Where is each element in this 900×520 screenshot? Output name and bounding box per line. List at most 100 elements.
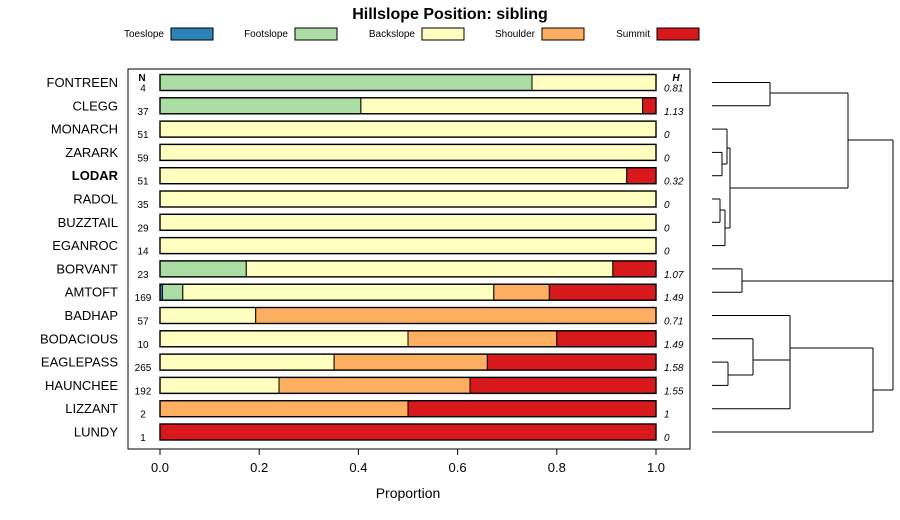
- category-label-badhap: BADHAP: [65, 308, 118, 323]
- h-label-eganroc: 0: [664, 247, 670, 258]
- n-column-header: N: [138, 73, 145, 84]
- h-label-amtoft: 1.49: [664, 293, 684, 304]
- bar-bodacious-summit: [556, 330, 657, 348]
- bar-eaglepass-summit: [486, 353, 657, 371]
- n-label-badhap: 57: [137, 317, 149, 328]
- legend-label-backslope: Backslope: [369, 29, 416, 40]
- bar-outline-monarch: [159, 120, 657, 138]
- h-label-lodar: 0.32: [664, 177, 684, 188]
- x-tick-label-0-6: 0.6: [449, 460, 467, 475]
- bar-outline-badhap: [159, 306, 657, 325]
- n-label-clegg: 37: [137, 107, 149, 118]
- bar-lizzant-shoulder: [159, 400, 409, 418]
- n-label-lundy: 1: [140, 433, 146, 444]
- bar-borvant-footslope: [159, 260, 247, 278]
- n-label-zarark: 59: [137, 153, 149, 164]
- n-label-bodacious: 10: [137, 340, 149, 351]
- bar-buzztail-backslope: [159, 213, 657, 231]
- category-label-lundy: LUNDY: [74, 425, 118, 440]
- labels-layer: FONTREEN 4 0.81 CLEGG 37 1.13 MONARCH 51 0 ZARARK…: [40, 75, 684, 444]
- bar-outline-radol: [159, 190, 657, 208]
- bar-outline-zarark: [159, 143, 657, 162]
- bar-clegg-backslope: [360, 97, 644, 115]
- bar-outline-borvant: [159, 260, 657, 278]
- x-tick-label-0-8: 0.8: [548, 460, 566, 475]
- category-label-bodacious: BODACIOUS: [40, 331, 118, 346]
- category-label-amtoft: AMTOFT: [65, 285, 118, 300]
- bar-badhap-backslope: [159, 307, 257, 324]
- bar-badhap-shoulder: [255, 307, 657, 324]
- bar-lodar-summit: [626, 167, 657, 185]
- bar-outline-lizzant: [159, 400, 657, 418]
- n-label-eaglepass: 265: [135, 363, 152, 374]
- bar-fontreen-footslope: [159, 74, 533, 91]
- bars-layer: [159, 73, 657, 441]
- category-label-radol: RADOL: [73, 192, 118, 207]
- x-axis-title: Proportion: [376, 485, 441, 501]
- bar-eganroc-backslope: [159, 237, 657, 255]
- category-label-fontreen: FONTREEN: [47, 75, 119, 90]
- h-label-borvant: 1.07: [664, 270, 684, 281]
- h-label-badhap: 0.71: [664, 317, 683, 328]
- bar-eaglepass-backslope: [159, 353, 335, 371]
- legend-label-footslope: Footslope: [244, 29, 288, 40]
- category-label-buzztail: BUZZTAIL: [58, 215, 118, 230]
- h-label-eaglepass: 1.58: [664, 363, 684, 374]
- n-label-fontreen: 4: [140, 84, 146, 95]
- bar-outline-fontreen: [159, 73, 657, 92]
- n-label-eganroc: 14: [137, 247, 149, 258]
- category-label-eaglepass: EAGLEPASS: [41, 355, 118, 370]
- h-label-lizzant: 1: [664, 410, 670, 421]
- x-tick-label-0-0: 0.0: [151, 460, 169, 475]
- x-tick-label-0-2: 0.2: [250, 460, 268, 475]
- bar-lizzant-summit: [407, 400, 657, 418]
- category-label-borvant: BORVANT: [56, 261, 118, 276]
- h-label-fontreen: 0.81: [664, 84, 683, 95]
- n-label-haunchee: 192: [135, 386, 152, 397]
- category-label-eganroc: EGANROC: [52, 238, 118, 253]
- category-label-lizzant: LIZZANT: [65, 401, 118, 416]
- bar-bodacious-backslope: [159, 330, 409, 348]
- bar-clegg-footslope: [159, 97, 362, 115]
- n-label-amtoft: 169: [135, 293, 152, 304]
- bar-outline-haunchee: [159, 376, 657, 395]
- category-label-monarch: MONARCH: [51, 122, 118, 137]
- x-axis: 0.0 0.2 0.4 0.6 0.8 1.0: [151, 449, 665, 475]
- h-label-haunchee: 1.55: [664, 386, 684, 397]
- h-label-lundy: 0: [664, 433, 670, 444]
- bar-amtoft-backslope: [182, 283, 495, 301]
- bar-outline-buzztail: [159, 213, 657, 232]
- bar-monarch-backslope: [159, 120, 657, 138]
- category-label-lodar: LODAR: [72, 168, 119, 183]
- n-label-radol: 35: [137, 200, 149, 211]
- h-label-bodacious: 1.49: [664, 340, 684, 351]
- legend-label-summit: Summit: [616, 29, 650, 40]
- legend-swatch-summit: [656, 27, 700, 41]
- h-label-buzztail: 0: [664, 223, 670, 234]
- bar-zarark-backslope: [159, 143, 657, 161]
- category-label-clegg: CLEGG: [72, 98, 118, 113]
- bar-lundy-summit: [159, 423, 657, 441]
- legend-label-toeslope: Toeslope: [124, 29, 164, 40]
- h-label-clegg: 1.13: [664, 107, 684, 118]
- h-label-zarark: 0: [664, 153, 670, 164]
- h-label-monarch: 0: [664, 130, 670, 141]
- n-label-buzztail: 29: [137, 223, 149, 234]
- x-tick-label-0-4: 0.4: [349, 460, 367, 475]
- bar-borvant-summit: [612, 260, 657, 278]
- bar-bodacious-shoulder: [407, 330, 558, 348]
- bar-haunchee-summit: [469, 376, 657, 394]
- n-label-lodar: 51: [137, 177, 149, 188]
- legend: Toeslope Footslope Backslope Shoulder Summit: [124, 27, 700, 41]
- plot-panel: [127, 68, 691, 450]
- legend-swatch-shoulder: [541, 27, 585, 41]
- bar-amtoft-summit: [548, 283, 657, 301]
- bar-outline-bodacious: [159, 330, 657, 348]
- bar-outline-clegg: [159, 97, 657, 115]
- legend-swatch-toeslope: [170, 27, 214, 41]
- bar-amtoft-shoulder: [493, 283, 550, 301]
- bar-haunchee-backslope: [159, 376, 280, 394]
- bar-radol-backslope: [159, 190, 657, 208]
- h-column-header: H: [672, 73, 680, 84]
- bar-outline-eaglepass: [159, 353, 657, 371]
